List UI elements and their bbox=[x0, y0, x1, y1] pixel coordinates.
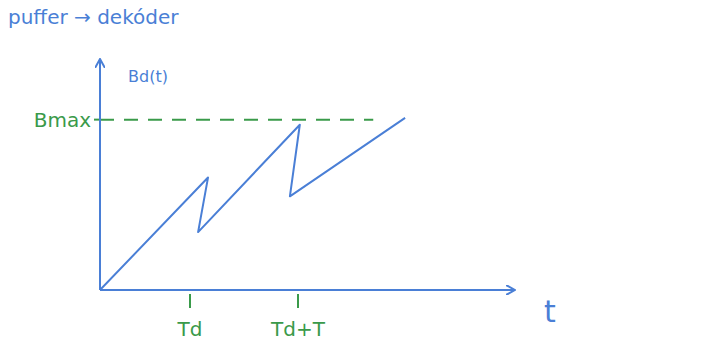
y-tick-label: Bmax bbox=[34, 108, 91, 132]
x-tick bbox=[297, 294, 299, 308]
y-axis-title: Bd(t) bbox=[128, 67, 168, 86]
chart: puffer → dekóder Bmax Td Td+T Bd(t) t bbox=[0, 0, 717, 358]
x-axis-title: t bbox=[544, 294, 556, 329]
plot-marks bbox=[100, 118, 405, 290]
x-tick bbox=[189, 294, 191, 308]
y-axis bbox=[99, 60, 101, 290]
grid-line bbox=[100, 119, 373, 121]
x-axis bbox=[100, 289, 514, 291]
x-tick-label: Td+T bbox=[270, 317, 326, 341]
buffer-line bbox=[100, 118, 405, 290]
title: puffer → dekóder bbox=[8, 5, 179, 29]
x-tick-label: Td bbox=[177, 317, 203, 341]
